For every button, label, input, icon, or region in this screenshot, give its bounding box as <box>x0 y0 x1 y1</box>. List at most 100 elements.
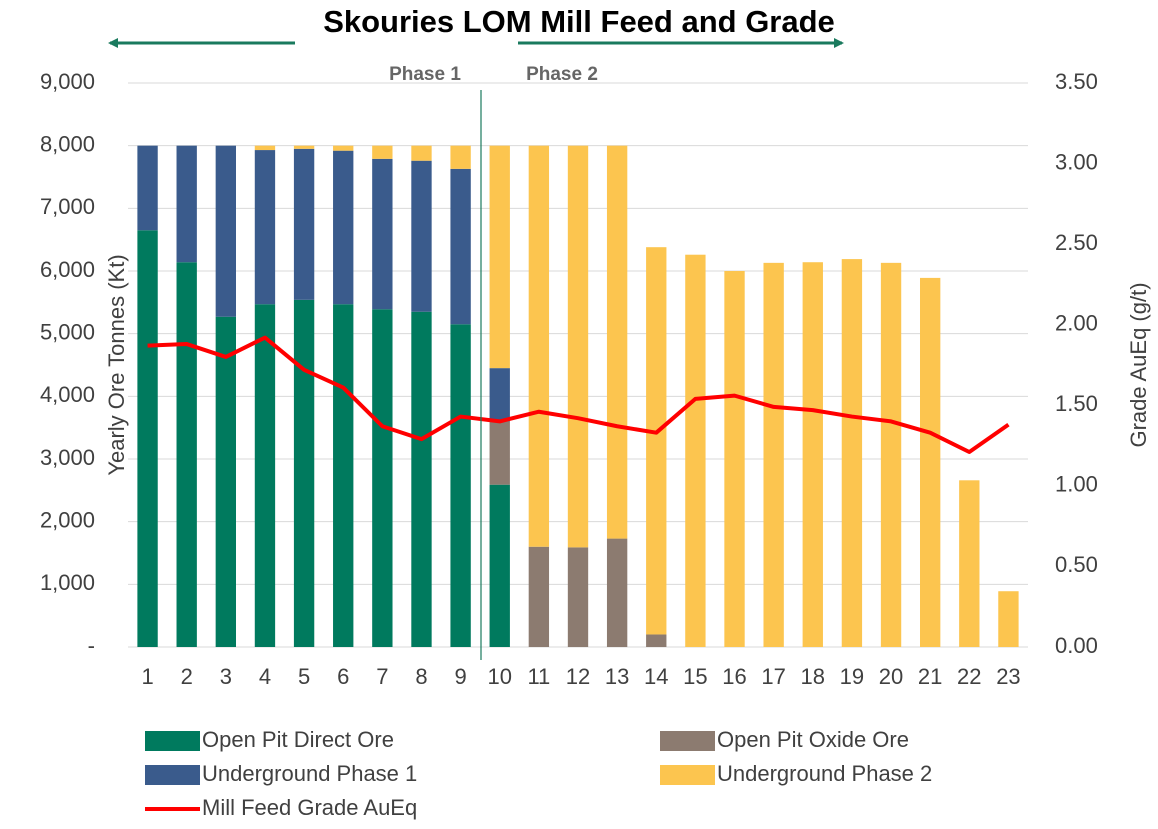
x-tick-label: 5 <box>298 664 310 689</box>
bar-segment <box>646 634 667 647</box>
annotation: Phase 1 <box>389 64 461 85</box>
bar-segment <box>880 262 902 647</box>
x-tick-label: 11 <box>527 664 550 689</box>
x-tick-label: 19 <box>840 664 864 689</box>
x-tick-label: 8 <box>415 664 427 689</box>
bar-segment <box>215 316 236 647</box>
bar-segment <box>646 247 667 635</box>
x-tick-label: 14 <box>644 664 668 689</box>
y-tick-label: 7,000 <box>40 194 95 219</box>
y-tick-label: 8,000 <box>40 131 95 156</box>
y-tick-label: 5,000 <box>40 319 95 344</box>
y-tick-label: 6,000 <box>40 257 95 282</box>
bar-segment <box>254 145 276 151</box>
x-tick-label: 2 <box>181 664 193 689</box>
x-tick-label: 23 <box>996 664 1020 689</box>
bar-segment <box>137 145 158 231</box>
bar-segment <box>176 145 197 263</box>
bar-segment <box>450 168 471 325</box>
bar-segment <box>372 158 393 310</box>
y2-tick-label: 3.50 <box>1055 69 1098 94</box>
grade-line <box>147 335 1010 455</box>
legend-label: Open Pit Oxide Ore <box>717 727 909 752</box>
bar-segment <box>372 145 393 159</box>
bar-segment <box>567 145 589 548</box>
y-axis-label: Yearly Ore Tonnes (Kt) <box>104 254 129 475</box>
x-tick-label: 9 <box>454 664 466 689</box>
legend-swatch <box>145 731 200 751</box>
bar-segment <box>333 304 354 647</box>
y2-tick-label: 0.50 <box>1055 552 1098 577</box>
bar-segment <box>293 148 315 300</box>
y-tick-label: 9,000 <box>40 69 95 94</box>
legend-swatch <box>660 731 715 751</box>
x-tick-label: 12 <box>566 664 590 689</box>
bar-segment <box>489 368 510 422</box>
x-tick-label: 13 <box>605 664 629 689</box>
y2-tick-label: 1.00 <box>1055 472 1098 497</box>
y-tick-label: 2,000 <box>40 507 95 532</box>
y-tick-label: - <box>88 633 95 658</box>
y2-tick-label: 2.00 <box>1055 311 1098 336</box>
legend-swatch <box>660 765 715 785</box>
x-tick-label: 18 <box>801 664 825 689</box>
x-tick-label: 3 <box>220 664 232 689</box>
bar-segment <box>567 547 589 647</box>
bar-segment <box>450 145 471 169</box>
bar-segment <box>802 262 823 647</box>
y-tick-label: 4,000 <box>40 382 95 407</box>
bar-segment <box>411 160 432 312</box>
legend-label: Underground Phase 2 <box>717 761 932 786</box>
x-tick-label: 4 <box>259 664 271 689</box>
bar-segment <box>254 150 276 305</box>
x-tick-label: 6 <box>337 664 349 689</box>
bar-segment <box>685 254 706 647</box>
annotation: Phase 2 <box>526 64 598 85</box>
bar-segment <box>372 309 393 647</box>
bar-segment <box>411 311 432 647</box>
bar-segment <box>137 230 158 647</box>
bar-segment <box>528 546 550 647</box>
y2-axis-label: Grade AuEq (g/t) <box>1126 282 1151 447</box>
bar-segment <box>606 538 628 647</box>
x-tick-label: 21 <box>918 664 942 689</box>
bar-segment <box>998 591 1019 647</box>
bar-segment <box>293 299 315 647</box>
legend-label: Mill Feed Grade AuEq <box>202 795 417 820</box>
x-tick-label: 17 <box>761 664 785 689</box>
legend-swatch <box>145 765 200 785</box>
legend-label: Open Pit Direct Ore <box>202 727 394 752</box>
x-tick-label: 16 <box>722 664 746 689</box>
y2-tick-label: 1.50 <box>1055 391 1098 416</box>
bar-segment <box>333 150 354 305</box>
x-tick-label: 7 <box>376 664 388 689</box>
y-tick-label: 1,000 <box>40 570 95 595</box>
x-tick-label: 1 <box>141 664 153 689</box>
bar-segment <box>606 145 628 539</box>
bar-segment <box>215 145 236 317</box>
bar-segment <box>254 304 276 647</box>
bar-segment <box>450 324 471 647</box>
x-tick-label: 20 <box>879 664 903 689</box>
bar-segment <box>528 145 550 547</box>
legend-label: Underground Phase 1 <box>202 761 417 786</box>
bar-segment <box>176 262 197 647</box>
x-tick-label: 22 <box>957 664 981 689</box>
y2-tick-label: 0.00 <box>1055 633 1098 658</box>
y-tick-label: 3,000 <box>40 445 95 470</box>
y2-tick-label: 3.00 <box>1055 149 1098 174</box>
bar-segment <box>293 145 315 149</box>
bar-segment <box>959 480 980 647</box>
bar-segment <box>920 277 941 647</box>
y2-tick-label: 2.50 <box>1055 230 1098 255</box>
bar-segment <box>489 145 510 369</box>
x-tick-label: 15 <box>683 664 707 689</box>
bar-segment <box>411 145 432 161</box>
bar-segment <box>841 259 863 647</box>
bar-segment <box>333 145 354 151</box>
bar-segment <box>489 484 510 647</box>
bar-segment <box>724 271 745 647</box>
x-tick-label: 10 <box>487 664 511 689</box>
bar-segment <box>763 262 784 647</box>
